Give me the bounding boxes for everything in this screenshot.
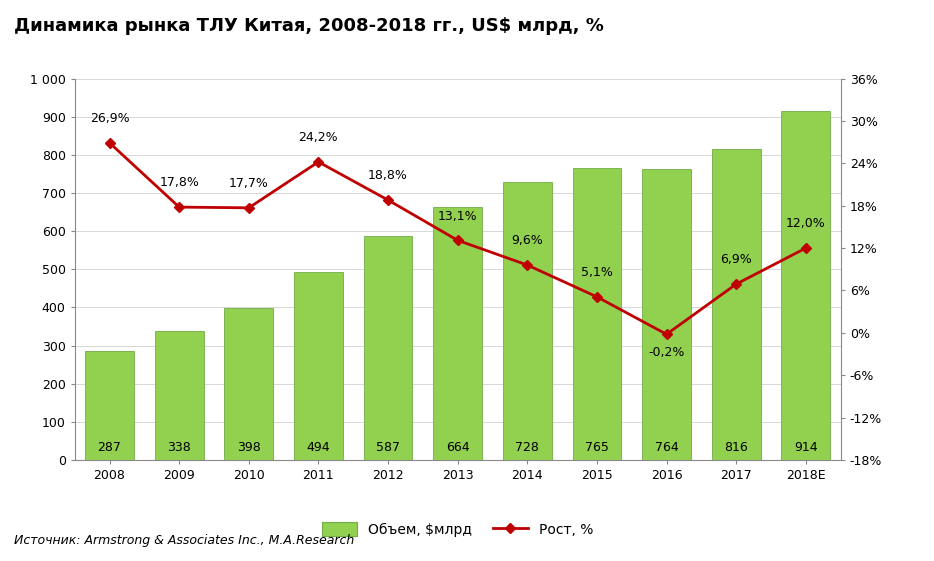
Text: 18,8%: 18,8% — [368, 169, 408, 182]
Text: 26,9%: 26,9% — [90, 112, 129, 125]
Text: 12,0%: 12,0% — [785, 218, 826, 231]
Bar — [155, 331, 204, 460]
Legend: Объем, $млрд, Рост, %: Объем, $млрд, Рост, % — [322, 522, 593, 537]
Text: Источник: Armstrong & Associates Inc., M.A.Research: Источник: Armstrong & Associates Inc., M… — [14, 534, 354, 547]
Text: 6,9%: 6,9% — [720, 254, 752, 266]
Text: 764: 764 — [655, 442, 678, 454]
Bar — [363, 236, 413, 460]
Bar — [502, 182, 552, 460]
Text: 398: 398 — [237, 442, 261, 454]
Text: 816: 816 — [724, 442, 748, 454]
Bar — [294, 272, 343, 460]
Text: 494: 494 — [306, 442, 331, 454]
Bar — [85, 351, 134, 460]
Text: -0,2%: -0,2% — [648, 346, 685, 359]
Text: 17,7%: 17,7% — [229, 177, 269, 190]
Text: 914: 914 — [794, 442, 817, 454]
Text: 338: 338 — [167, 442, 191, 454]
Bar — [573, 168, 621, 460]
Text: 728: 728 — [516, 442, 539, 454]
Text: 287: 287 — [97, 442, 121, 454]
Bar — [433, 206, 482, 460]
Bar — [782, 111, 830, 460]
Text: Динамика рынка ТЛУ Китая, 2008-2018 гг., US$ млрд, %: Динамика рынка ТЛУ Китая, 2008-2018 гг.,… — [14, 17, 604, 35]
Text: 765: 765 — [585, 442, 609, 454]
Text: 5,1%: 5,1% — [581, 266, 613, 279]
Text: 664: 664 — [446, 442, 470, 454]
Text: 9,6%: 9,6% — [512, 234, 544, 247]
Text: 587: 587 — [376, 442, 400, 454]
Text: 24,2%: 24,2% — [299, 131, 338, 144]
Text: 13,1%: 13,1% — [438, 210, 477, 223]
Bar — [643, 168, 691, 460]
Text: 17,8%: 17,8% — [159, 177, 199, 190]
Bar — [224, 308, 273, 460]
Bar — [712, 149, 760, 460]
